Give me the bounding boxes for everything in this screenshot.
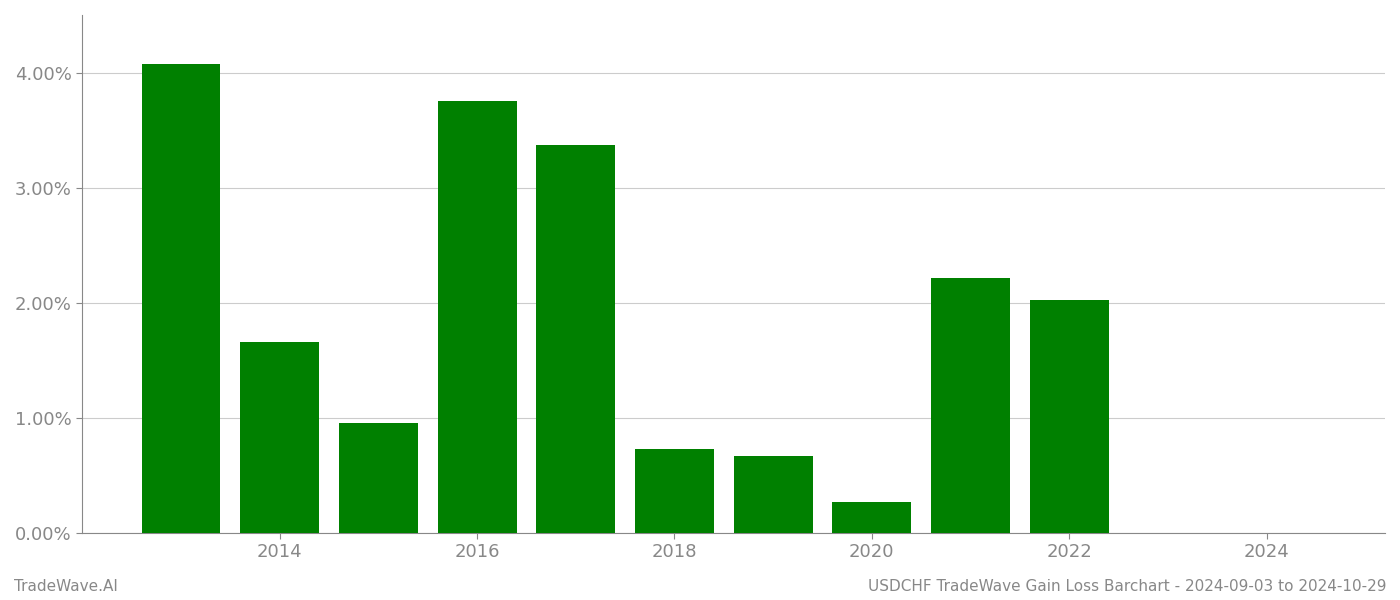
Bar bbox=[931, 278, 1009, 533]
Bar bbox=[241, 341, 319, 533]
Text: TradeWave.AI: TradeWave.AI bbox=[14, 579, 118, 594]
Text: USDCHF TradeWave Gain Loss Barchart - 2024-09-03 to 2024-10-29: USDCHF TradeWave Gain Loss Barchart - 20… bbox=[868, 579, 1386, 594]
Bar bbox=[636, 449, 714, 533]
Bar bbox=[833, 502, 911, 533]
Bar bbox=[141, 64, 220, 533]
Bar bbox=[734, 455, 812, 533]
Bar bbox=[339, 424, 417, 533]
Bar bbox=[1030, 300, 1109, 533]
Bar bbox=[536, 145, 615, 533]
Bar bbox=[438, 101, 517, 533]
